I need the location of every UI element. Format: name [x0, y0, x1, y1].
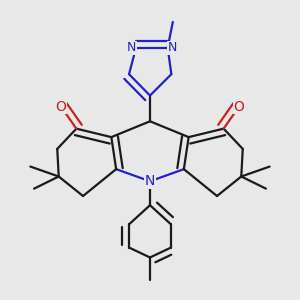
Text: N: N: [168, 41, 177, 54]
Text: N: N: [127, 41, 136, 54]
Text: O: O: [56, 100, 66, 114]
Text: O: O: [234, 100, 244, 114]
Text: N: N: [145, 174, 155, 188]
